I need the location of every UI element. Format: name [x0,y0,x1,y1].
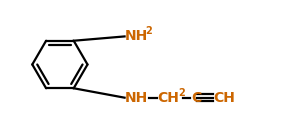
Text: NH: NH [124,91,148,105]
Text: C: C [191,91,201,105]
Text: 2: 2 [178,88,185,98]
Text: NH: NH [124,29,148,43]
Text: CH: CH [213,91,235,105]
Text: 2: 2 [145,26,152,36]
Text: CH: CH [157,91,179,105]
